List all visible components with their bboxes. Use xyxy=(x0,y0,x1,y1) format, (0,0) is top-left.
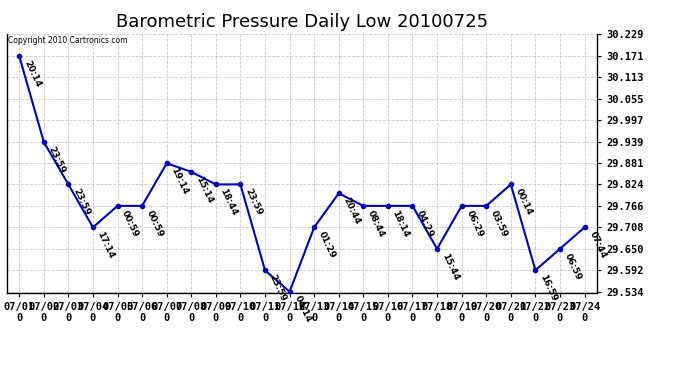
Text: 00:14: 00:14 xyxy=(513,187,534,217)
Text: 23:59: 23:59 xyxy=(46,145,67,174)
Text: 00:59: 00:59 xyxy=(120,209,141,238)
Text: 17:14: 17:14 xyxy=(96,230,116,260)
Text: 06:59: 06:59 xyxy=(563,252,583,281)
Text: 01:29: 01:29 xyxy=(317,230,337,260)
Text: 08:44: 08:44 xyxy=(366,209,386,238)
Text: 23:59: 23:59 xyxy=(71,187,92,217)
Text: 19:14: 19:14 xyxy=(170,166,190,196)
Text: 18:14: 18:14 xyxy=(391,209,411,238)
Text: 15:14: 15:14 xyxy=(194,175,215,204)
Text: Copyright 2010 Cartronics.com: Copyright 2010 Cartronics.com xyxy=(8,36,128,45)
Title: Barometric Pressure Daily Low 20100725: Barometric Pressure Daily Low 20100725 xyxy=(116,13,488,31)
Text: 16:59: 16:59 xyxy=(538,273,558,303)
Text: 04:29: 04:29 xyxy=(415,209,435,238)
Text: 23:59: 23:59 xyxy=(268,273,288,303)
Text: 03:59: 03:59 xyxy=(489,209,509,238)
Text: 23:59: 23:59 xyxy=(243,187,264,217)
Text: 20:14: 20:14 xyxy=(22,59,42,88)
Text: 07:44: 07:44 xyxy=(587,230,608,260)
Text: 00:59: 00:59 xyxy=(145,209,165,238)
Text: 04:14: 04:14 xyxy=(293,294,313,324)
Text: 15:44: 15:44 xyxy=(440,252,460,282)
Text: 18:44: 18:44 xyxy=(219,187,239,217)
Text: 06:29: 06:29 xyxy=(464,209,484,238)
Text: 20:44: 20:44 xyxy=(342,196,362,226)
